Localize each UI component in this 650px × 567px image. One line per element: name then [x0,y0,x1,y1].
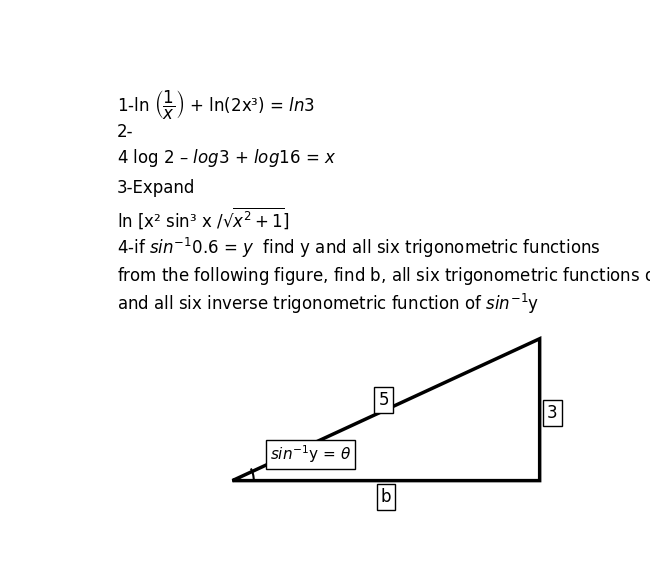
Text: 3: 3 [547,404,558,422]
Text: from the following figure, find b, all six trigonometric functions of $\theta$,: from the following figure, find b, all s… [116,265,650,287]
Text: $\mathit{sin}^{-1}$y = $\theta$: $\mathit{sin}^{-1}$y = $\theta$ [270,443,351,466]
Text: 4 log 2 – $\mathit{log}$3 + $\mathit{log}$16 = $\mathit{x}$: 4 log 2 – $\mathit{log}$3 + $\mathit{log… [116,147,336,168]
Text: b: b [381,488,391,506]
Text: 2-: 2- [116,122,133,141]
Text: ln [x² sin³ x /√$\overline{x^2 + 1}$]: ln [x² sin³ x /√$\overline{x^2 + 1}$] [116,206,289,231]
Text: and all six inverse trigonometric function of $\mathit{sin}^{-1}$y: and all six inverse trigonometric functi… [116,291,539,316]
Text: 1-ln $\left(\dfrac{1}{x}\right)$ + ln(2x³) = $\mathit{ln}$3: 1-ln $\left(\dfrac{1}{x}\right)$ + ln(2x… [116,88,315,121]
Text: 5: 5 [378,391,389,409]
Text: 3-Expand: 3-Expand [116,179,195,197]
Text: 4-if $\mathit{sin}^{-1}$0.6 = $\mathit{y}$  find y and all six trigonometric fun: 4-if $\mathit{sin}^{-1}$0.6 = $\mathit{y… [116,236,600,260]
